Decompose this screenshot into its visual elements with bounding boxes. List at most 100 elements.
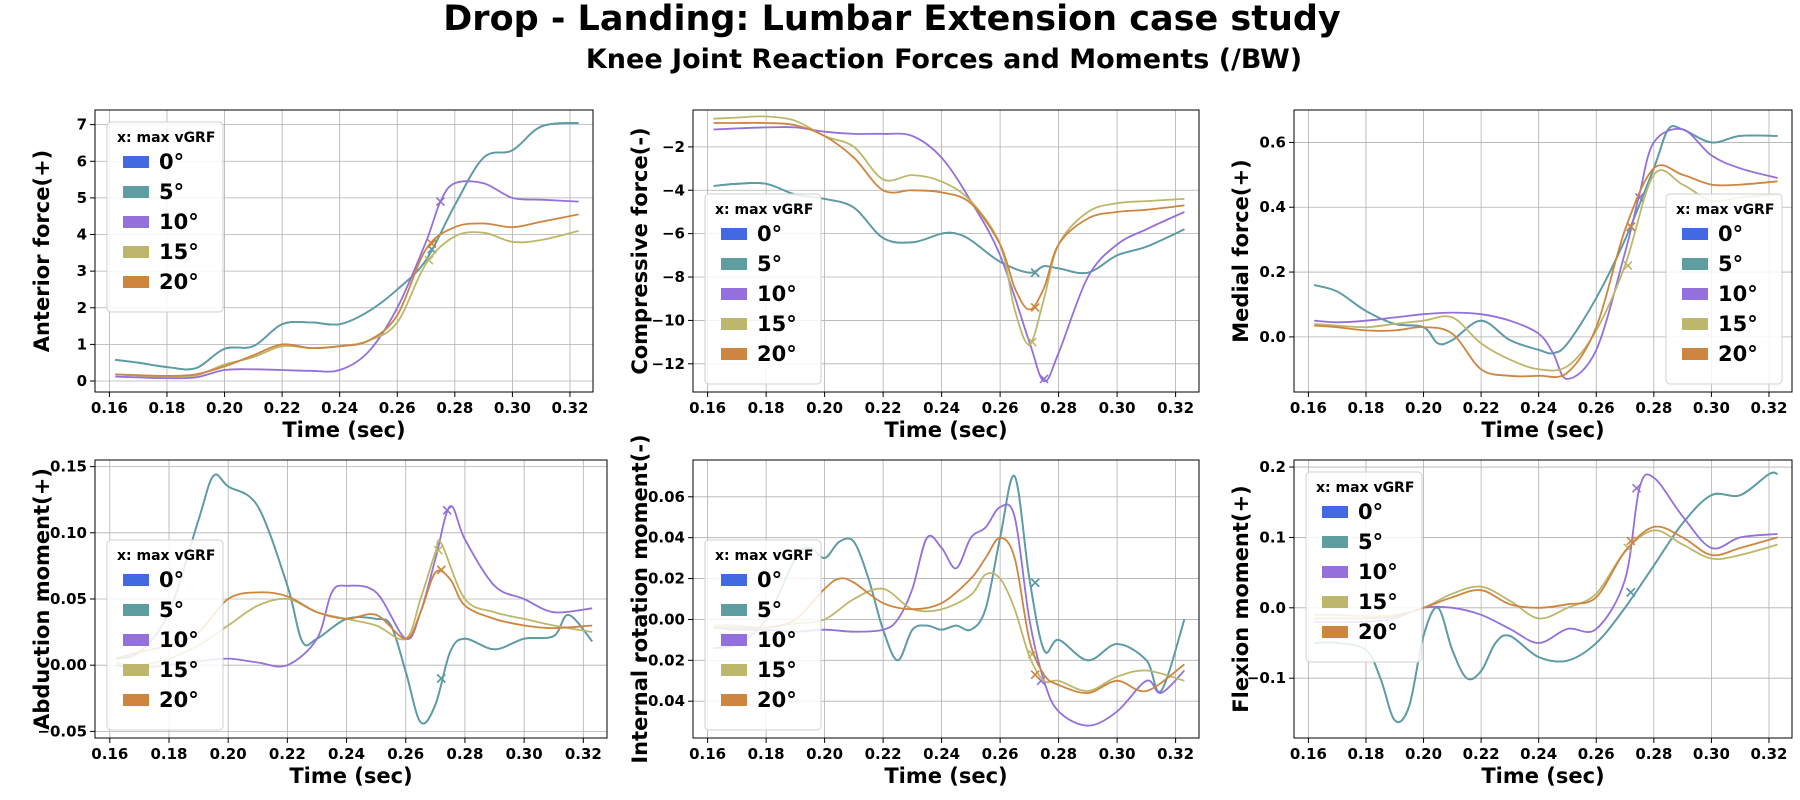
legend-label: 15°	[159, 240, 199, 264]
series-line-4	[115, 213, 579, 377]
legend-label: 15°	[159, 658, 199, 682]
y-tick-label: −12	[652, 355, 685, 373]
x-tick-label: 0.32	[1157, 745, 1194, 763]
max-vgrf-marker	[436, 565, 446, 575]
chart-panel-6: 0.16 0.18 0.20 0.22 0.24 0.26 0.28 0.30 0.32 −0.1…	[1229, 458, 1793, 788]
legend: x: max vGRF 0° 5° 10° 15° 20°	[1305, 471, 1423, 663]
legend-swatch	[123, 664, 149, 676]
legend-swatch	[721, 228, 747, 240]
x-tick-label: 0.30	[506, 745, 543, 763]
x-tick-label: 0.16	[1290, 399, 1327, 417]
x-tick-label: 0.26	[387, 745, 424, 763]
x-tick-label: 0.24	[328, 745, 365, 763]
max-vgrf-marker	[1027, 337, 1037, 347]
chart-panel-4: 0.16 0.18 0.20 0.22 0.24 0.26 0.28 0.30 0.32 −0.0…	[30, 458, 608, 788]
legend-title: x: max vGRF	[715, 202, 813, 218]
x-tick-label: 0.26	[1578, 399, 1615, 417]
x-tick-label: 0.18	[748, 745, 785, 763]
x-tick-label: 0.16	[689, 399, 726, 417]
max-vgrf-marker	[1039, 374, 1049, 384]
y-tick-label: 0.2	[1259, 458, 1286, 476]
series-line-4	[1314, 164, 1778, 378]
series-line-2	[713, 126, 1185, 383]
max-vgrf-marker	[436, 673, 446, 683]
legend: x: max vGRF 0° 5° 10° 15° 20°	[704, 539, 822, 731]
y-axis-label: Flexion moment(+)	[1229, 485, 1253, 712]
figure-subtitle: Knee Joint Reaction Forces and Moments (…	[586, 44, 1302, 75]
max-vgrf-marker	[1623, 261, 1633, 271]
chart-panel-3: 0.16 0.18 0.20 0.22 0.24 0.26 0.28 0.30 0.32 0.0 0…	[1229, 109, 1793, 442]
plot-frame	[1293, 109, 1793, 393]
legend-swatch	[1682, 348, 1708, 360]
legend-label: 10°	[159, 210, 199, 234]
x-axis-label: Time (sec)	[884, 418, 1007, 442]
max-vgrf-marker	[1030, 268, 1040, 278]
x-tick-label: 0.24	[321, 399, 358, 417]
x-tick-label: 0.30	[1099, 745, 1136, 763]
series-line-3	[1314, 169, 1778, 372]
series-line-2	[713, 503, 1186, 727]
legend-swatch	[1682, 288, 1708, 300]
y-axis-label: Abduction moment(+)	[30, 468, 54, 730]
x-tick-label: 0.24	[923, 399, 960, 417]
x-tick-label: 0.16	[91, 745, 128, 763]
legend-label: 15°	[757, 658, 797, 682]
max-vgrf-marker	[424, 255, 434, 265]
legend-swatch	[721, 694, 747, 706]
legend-title: x: max vGRF	[117, 548, 215, 564]
legend-swatch	[721, 318, 747, 330]
legend-swatch	[721, 288, 747, 300]
x-tick-label: 0.20	[206, 399, 243, 417]
y-tick-label: −0.1	[1247, 669, 1286, 687]
y-tick-label: 0.15	[50, 458, 87, 476]
chart-panel-2: 0.16 0.18 0.20 0.22 0.24 0.26 0.28 0.30 0.32 −12 −…	[628, 109, 1200, 442]
max-vgrf-marker	[427, 239, 437, 249]
y-tick-label: −6	[662, 225, 685, 243]
x-tick-label: 0.16	[91, 399, 128, 417]
x-tick-label: 0.30	[1099, 399, 1136, 417]
legend-label: 15°	[757, 312, 797, 336]
max-vgrf-marker	[1030, 578, 1040, 588]
x-tick-label: 0.22	[1463, 399, 1500, 417]
legend: x: max vGRF 0° 5° 10° 15° 20°	[1665, 193, 1783, 385]
y-tick-label: 0.0	[1259, 328, 1286, 346]
series-line-1	[115, 121, 579, 371]
legend-label: 0°	[757, 568, 782, 592]
x-tick-label: 0.22	[865, 399, 902, 417]
legend-title: x: max vGRF	[715, 548, 813, 564]
series-line-4	[713, 121, 1185, 311]
legend-box	[1665, 193, 1783, 385]
legend-label: 20°	[1358, 620, 1398, 644]
x-tick-label: 0.24	[1520, 745, 1557, 763]
max-vgrf-marker	[1626, 587, 1636, 597]
y-tick-label: −0.02	[635, 651, 685, 669]
max-vgrf-marker	[1030, 670, 1040, 680]
x-tick-label: 0.26	[982, 745, 1019, 763]
x-tick-label: 0.20	[806, 399, 843, 417]
legend-swatch	[721, 634, 747, 646]
y-tick-label: 0.02	[648, 570, 685, 588]
x-tick-label: 0.26	[1578, 745, 1615, 763]
x-tick-label: 0.16	[1290, 745, 1327, 763]
legend-swatch	[1682, 258, 1708, 270]
series-line-1	[1314, 471, 1778, 724]
legend-swatch	[123, 246, 149, 258]
x-tick-label: 0.18	[148, 399, 185, 417]
legend-label: 5°	[757, 252, 782, 276]
x-tick-label: 0.22	[1463, 745, 1500, 763]
legend-label: 5°	[1718, 252, 1743, 276]
legend-swatch	[123, 156, 149, 168]
x-tick-label: 0.18	[748, 399, 785, 417]
legend-label: 5°	[757, 598, 782, 622]
y-tick-label: 0.00	[50, 656, 87, 674]
legend-swatch	[721, 348, 747, 360]
x-tick-label: 0.18	[150, 745, 187, 763]
legend-label: 20°	[1718, 342, 1758, 366]
plot-frame	[94, 109, 594, 393]
legend-title: x: max vGRF	[1316, 480, 1414, 496]
y-tick-label: 0.00	[648, 610, 685, 628]
plot-frame	[692, 109, 1200, 393]
legend-swatch	[1322, 536, 1348, 548]
x-tick-label: 0.18	[1347, 745, 1384, 763]
